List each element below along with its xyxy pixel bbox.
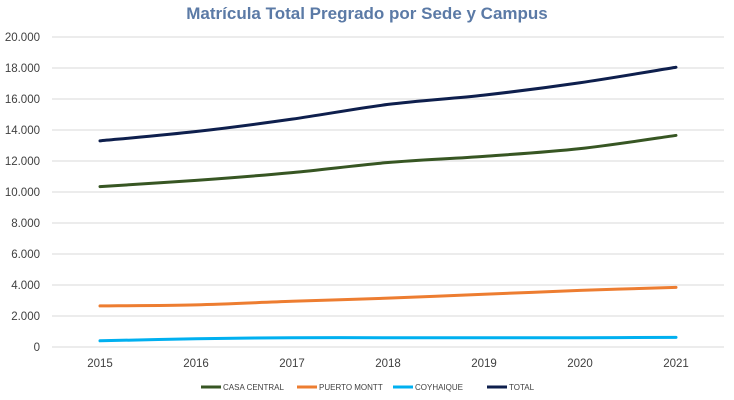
legend-label-total: TOTAL (509, 383, 535, 392)
data-point-puerto-montt (674, 286, 677, 289)
data-point-puerto-montt (290, 300, 293, 303)
y-tick-label: 10.000 (5, 187, 40, 199)
data-point-total (98, 139, 101, 142)
x-tick-label: 2016 (183, 358, 209, 370)
data-point-total (386, 103, 389, 106)
y-tick-label: 6.000 (11, 249, 40, 261)
data-point-coyhaique (674, 336, 677, 339)
x-tick-label: 2021 (663, 358, 689, 370)
data-point-coyhaique (290, 336, 293, 339)
data-point-puerto-montt (98, 304, 101, 307)
x-tick-label: 2019 (471, 358, 497, 370)
y-tick-label: 16.000 (5, 94, 40, 106)
x-tick-label: 2020 (567, 358, 593, 370)
y-tick-label: 14.000 (5, 125, 40, 137)
data-point-casa-central (386, 161, 389, 164)
data-point-coyhaique (194, 337, 197, 340)
data-point-puerto-montt (386, 297, 389, 300)
legend-label-coyhaique: COYHAIQUE (415, 383, 463, 392)
y-tick-label: 0 (34, 342, 40, 354)
data-point-casa-central (674, 134, 677, 137)
data-point-casa-central (98, 185, 101, 188)
data-point-coyhaique (386, 336, 389, 339)
y-tick-label: 12.000 (5, 156, 40, 168)
y-tick-label: 4.000 (11, 280, 40, 292)
series-line-casa-central (98, 133, 678, 189)
y-tick-label: 18.000 (5, 63, 40, 75)
y-tick-label: 2.000 (11, 311, 40, 323)
data-point-total (674, 66, 677, 69)
data-point-puerto-montt (482, 293, 485, 296)
legend-label-casa-central: CASA CENTRAL (223, 383, 284, 392)
data-point-total (482, 94, 485, 97)
legend: CASA CENTRAL PUERTO MONTT COYHAIQUE TOTAL (201, 383, 535, 392)
x-tick-label: 2017 (279, 358, 305, 370)
data-point-casa-central (578, 147, 581, 150)
data-point-casa-central (290, 171, 293, 174)
series-lines (98, 65, 678, 343)
series-line-puerto-montt (98, 285, 678, 308)
x-tick-label: 2015 (87, 358, 113, 370)
series-line-total (98, 65, 678, 143)
data-point-casa-central (482, 155, 485, 158)
data-point-coyhaique (98, 339, 101, 342)
data-point-total (194, 130, 197, 133)
y-axis-tick-labels: 0 2.000 4.000 6.000 8.000 10.000 12.000 14.000 1… (5, 32, 40, 354)
chart-title: Matrícula Total Pregrado por Sede y Camp… (186, 4, 548, 23)
data-point-total (578, 81, 581, 84)
data-point-coyhaique (482, 336, 485, 339)
data-point-total (290, 118, 293, 121)
data-point-casa-central (194, 179, 197, 182)
data-point-puerto-montt (194, 303, 197, 306)
y-tick-label: 20.000 (5, 32, 40, 44)
legend-label-puerto-montt: PUERTO MONTT (319, 383, 383, 392)
y-tick-label: 8.000 (11, 218, 40, 230)
gridlines (52, 36, 724, 348)
data-point-coyhaique (578, 336, 581, 339)
x-axis-tick-labels: 2015 2016 2017 2018 2019 2020 2021 (87, 358, 689, 370)
series-line-coyhaique (98, 335, 678, 343)
data-point-puerto-montt (578, 289, 581, 292)
x-tick-label: 2018 (375, 358, 401, 370)
